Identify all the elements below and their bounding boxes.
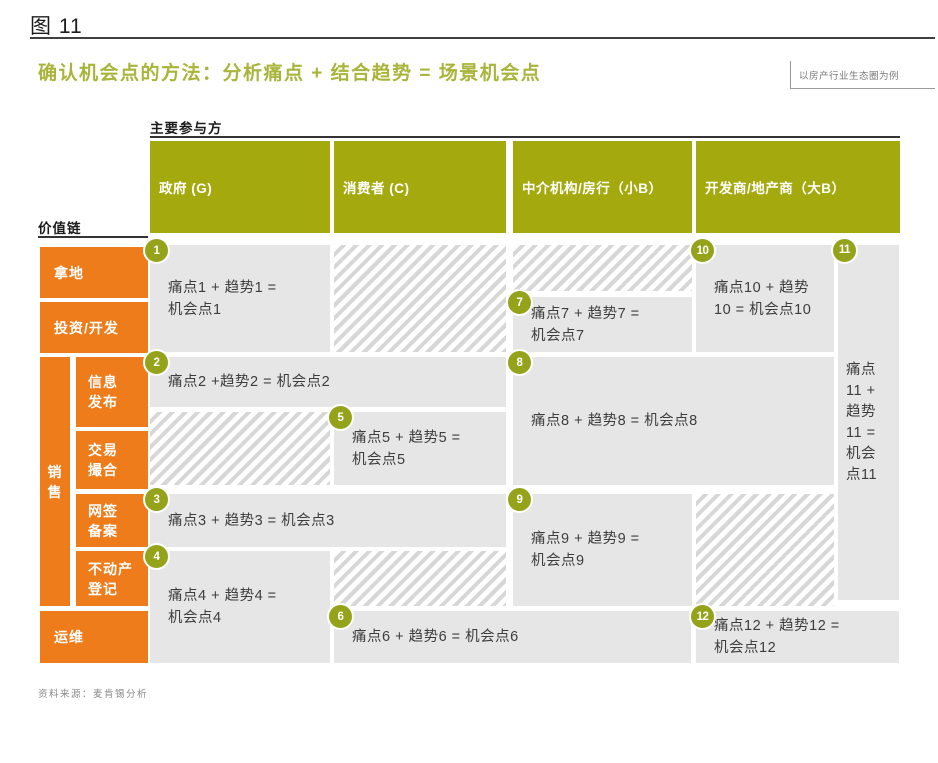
row-header-operations: 运维 xyxy=(40,611,148,663)
column-header-government: 政府 (G) xyxy=(150,141,330,233)
cell-number-badge: 8 xyxy=(506,349,533,376)
opportunity-cell-3: 3 痛点3 + 趋势3 = 机会点3 xyxy=(143,486,506,547)
cell-text: 痛点5 + 趋势5 = 机会点5 xyxy=(352,429,461,468)
page-title: 确认机会点的方法：分析痛点 + 结合趋势 = 场景机会点 xyxy=(38,63,542,84)
row-header-sales: 销 售 xyxy=(40,357,70,606)
hatched-cell-developer-bottom xyxy=(696,494,834,606)
cell-text: 痛点3 + 趋势3 = 机会点3 xyxy=(168,512,335,529)
cell-text: 痛点1 + 趋势1 = 机会点1 xyxy=(168,279,277,318)
opportunity-cell-9: 9 痛点9 + 趋势9 = 机会点9 xyxy=(506,486,692,606)
participants-axis-label: 主要参与方 xyxy=(150,121,223,136)
cell-text: 痛点4 + 趋势4 = 机会点4 xyxy=(168,588,277,626)
opportunity-cell-1: 1 痛点1 + 趋势1 = 机会点1 xyxy=(143,237,330,352)
cell-number-badge: 1 xyxy=(143,237,170,264)
figure-label: 图 11 xyxy=(30,15,83,38)
participants-underline xyxy=(150,136,900,138)
cell-number-badge: 6 xyxy=(327,603,354,630)
cell-number-badge: 2 xyxy=(143,349,170,376)
column-header-consumer: 消费者 (C) xyxy=(334,141,506,233)
value-chain-underline xyxy=(38,236,148,238)
cell-text: 痛点 11 + 趋势 11 = 机会 点11 xyxy=(846,361,878,483)
column-header-developer: 开发商/地产商（大B） xyxy=(696,141,900,233)
row-header-info-release: 信息 发布 xyxy=(76,357,148,427)
hatched-cell-government-middle xyxy=(150,412,330,485)
cell-text: 痛点7 + 趋势7 = 机会点7 xyxy=(531,305,640,344)
cell-number-badge: 4 xyxy=(143,543,170,570)
row-header-land: 拿地 xyxy=(40,247,148,298)
cell-text: 痛点6 + 趋势6 = 机会点6 xyxy=(352,629,519,645)
cell-number-badge: 12 xyxy=(689,603,716,630)
row-header-deal-matching: 交易 撮合 xyxy=(76,431,148,489)
row-header-invest-develop: 投资/开发 xyxy=(40,302,148,353)
opportunity-cell-2: 2 痛点2 +趋势2 = 机会点2 xyxy=(143,349,506,407)
cell-number-badge: 11 xyxy=(831,237,858,264)
cell-number-badge: 7 xyxy=(506,289,533,316)
source-attribution: 资料来源：麦肯锡分析 xyxy=(38,689,149,700)
opportunity-cell-7: 7 痛点7 + 趋势7 = 机会点7 xyxy=(506,289,692,352)
opportunity-cell-4: 4 痛点4 + 趋势4 = 机会点4 xyxy=(143,543,330,663)
value-chain-axis-label: 价值链 xyxy=(38,221,82,236)
cell-number-badge: 3 xyxy=(143,486,170,513)
context-note: 以房产行业生态圈为例 xyxy=(790,61,935,89)
cell-text: 痛点8 + 趋势8 = 机会点8 xyxy=(531,413,698,429)
opportunity-cell-10: 10 痛点10 + 趋势 10 = 机会点10 xyxy=(689,237,834,352)
opportunity-cell-8: 8 痛点8 + 趋势8 = 机会点8 xyxy=(506,349,834,485)
cell-number-badge: 10 xyxy=(689,237,716,264)
cell-number-badge: 9 xyxy=(506,486,533,513)
cell-text: 痛点10 + 趋势 10 = 机会点10 xyxy=(714,279,812,318)
row-header-online-signing: 网签 备案 xyxy=(76,494,148,547)
hatched-cell-consumer-top xyxy=(334,245,506,352)
cell-text: 痛点2 +趋势2 = 机会点2 xyxy=(168,374,331,390)
opportunity-cell-5: 5 痛点5 + 趋势5 = 机会点5 xyxy=(327,404,506,485)
opportunity-cell-11: 11 痛点 11 + 趋势 11 = 机会 点11 xyxy=(831,237,899,600)
cell-text: 痛点9 + 趋势9 = 机会点9 xyxy=(531,531,640,569)
opportunity-cell-6: 6 痛点6 + 趋势6 = 机会点6 xyxy=(327,603,691,663)
row-header-property-registration: 不动产 登记 xyxy=(76,551,148,606)
column-header-agency: 中介机构/房行（小B） xyxy=(513,141,692,233)
top-divider-line xyxy=(30,37,935,39)
opportunity-cell-12: 12 痛点12 + 趋势12 = 机会点12 xyxy=(689,603,899,663)
hatched-cell-consumer-bottom xyxy=(334,551,506,606)
hatched-cell-agency-top xyxy=(513,245,692,291)
cell-number-badge: 5 xyxy=(327,404,354,431)
cell-text: 痛点12 + 趋势12 = 机会点12 xyxy=(714,618,840,656)
